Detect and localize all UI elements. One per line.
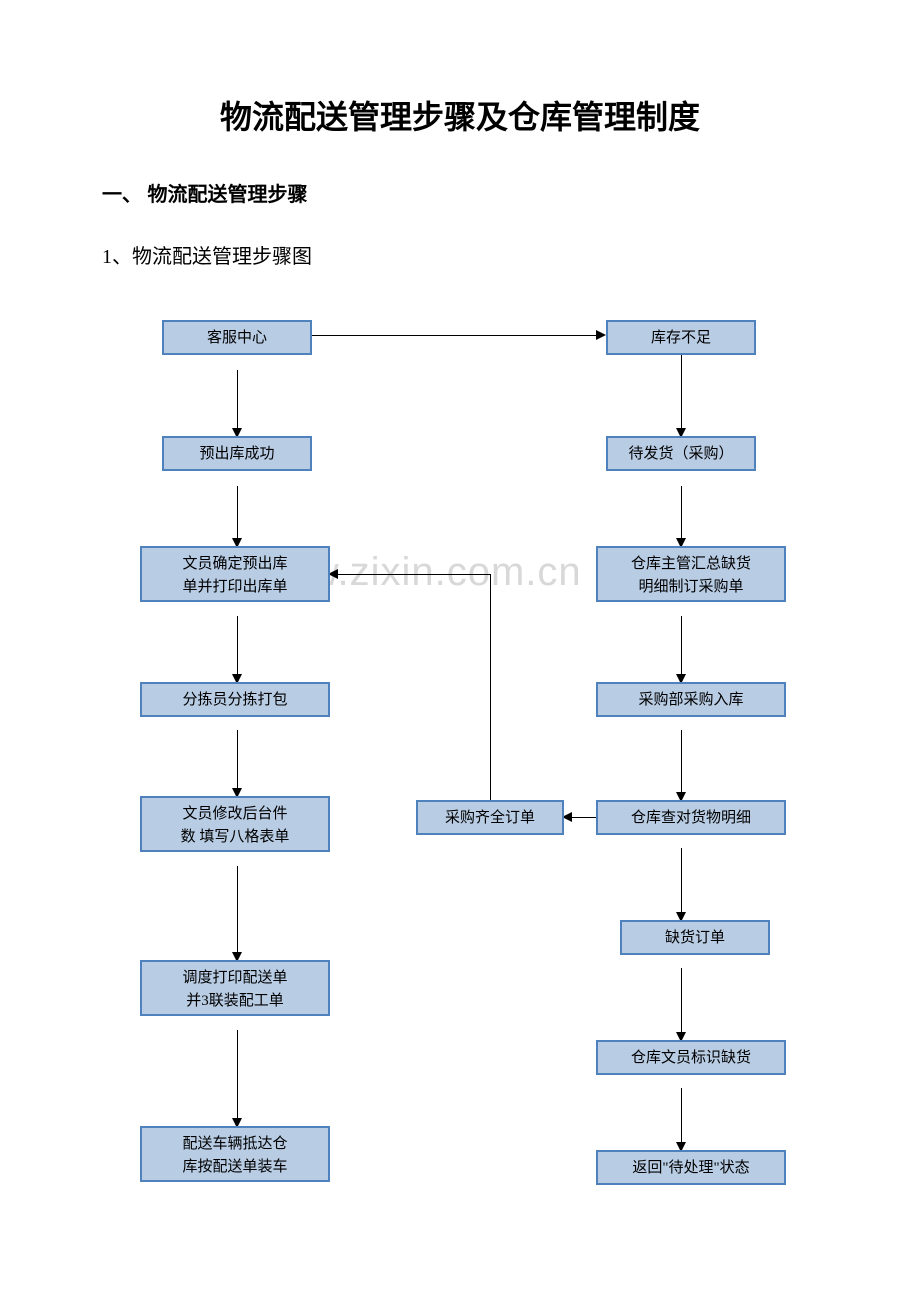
arrow-line <box>681 486 682 538</box>
page-title: 物流配送管理步骤及仓库管理制度 <box>0 92 920 138</box>
arrow-line <box>681 848 682 912</box>
arrow-line <box>681 355 682 428</box>
node-label: 待发货（采购） <box>608 443 754 466</box>
flowchart-node: 缺货订单 <box>620 920 770 955</box>
arrow-head <box>596 330 606 340</box>
flowchart-node: 待发货（采购） <box>606 436 756 471</box>
flowchart-node: 分拣员分拣打包 <box>140 682 330 717</box>
node-label: 仓库文员标识缺货 <box>598 1047 784 1070</box>
arrow-line <box>681 1088 682 1142</box>
node-label: 文员修改后台件 数 填写八格表单 <box>142 803 328 848</box>
section-heading: 一、 物流配送管理步骤 <box>102 178 308 207</box>
node-label: 缺货订单 <box>622 927 768 950</box>
node-label: 分拣员分拣打包 <box>142 689 328 712</box>
arrow-line <box>681 616 682 674</box>
flowchart-node: 文员确定预出库 单并打印出库单 <box>140 546 330 602</box>
arrow-line <box>237 486 238 538</box>
arrow-line <box>237 616 238 674</box>
arrow-line <box>490 574 491 800</box>
node-label: 采购部采购入库 <box>598 689 784 712</box>
node-label: 仓库查对货物明细 <box>598 807 784 830</box>
flowchart-node: 仓库主管汇总缺货 明细制订采购单 <box>596 546 786 602</box>
arrow-line <box>237 730 238 788</box>
arrow-line <box>681 730 682 792</box>
arrow-line <box>237 1030 238 1118</box>
arrow-line <box>338 574 490 575</box>
arrow-line <box>312 335 596 336</box>
flowchart-node: 仓库文员标识缺货 <box>596 1040 786 1075</box>
node-label: 调度打印配送单 并3联装配工单 <box>142 967 328 1012</box>
node-label: 预出库成功 <box>164 443 310 466</box>
flowchart-node: 库存不足 <box>606 320 756 355</box>
arrow-line <box>572 817 596 818</box>
flowchart-node: 预出库成功 <box>162 436 312 471</box>
flowchart-node: 采购齐全订单 <box>416 800 564 835</box>
node-label: 采购齐全订单 <box>418 807 562 830</box>
flowchart-node: 仓库查对货物明细 <box>596 800 786 835</box>
node-label: 返回"待处理"状态 <box>598 1157 784 1180</box>
arrow-line <box>237 866 238 952</box>
node-label: 客服中心 <box>164 327 310 350</box>
flowchart-node: 配送车辆抵达仓 库按配送单装车 <box>140 1126 330 1182</box>
node-label: 配送车辆抵达仓 库按配送单装车 <box>142 1133 328 1178</box>
flowchart-node: 文员修改后台件 数 填写八格表单 <box>140 796 330 852</box>
flowchart-node: 采购部采购入库 <box>596 682 786 717</box>
node-label: 仓库主管汇总缺货 明细制订采购单 <box>598 553 784 598</box>
flowchart-node: 客服中心 <box>162 320 312 355</box>
flowchart-node: 返回"待处理"状态 <box>596 1150 786 1185</box>
arrow-line <box>237 370 238 428</box>
node-label: 文员确定预出库 单并打印出库单 <box>142 553 328 598</box>
flowchart-node: 调度打印配送单 并3联装配工单 <box>140 960 330 1016</box>
subsection-heading: 1、物流配送管理步骤图 <box>102 240 312 269</box>
arrow-line <box>681 968 682 1032</box>
node-label: 库存不足 <box>608 327 754 350</box>
